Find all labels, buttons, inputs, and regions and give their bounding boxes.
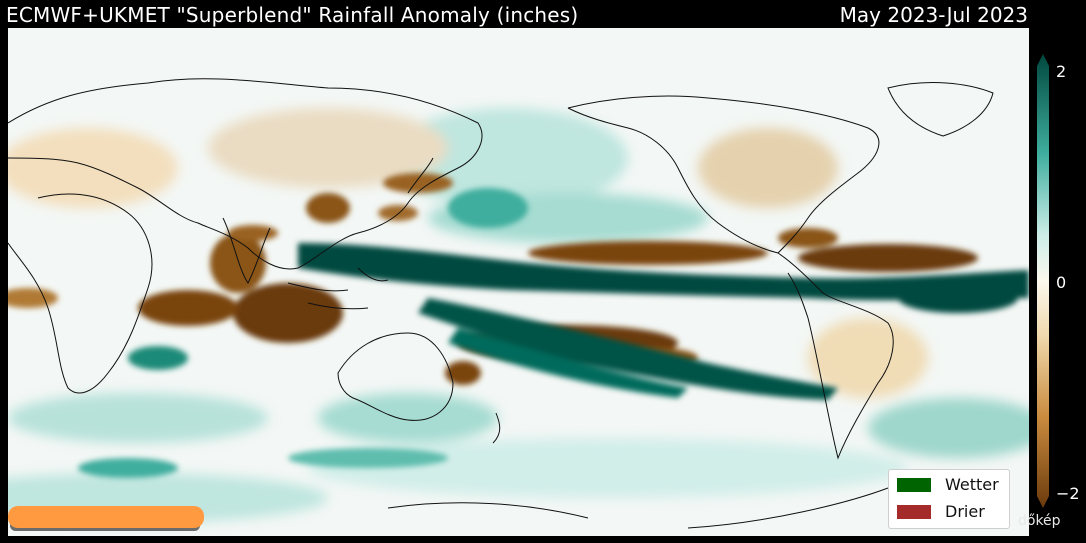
rainfall-anomaly-map [8,28,1029,536]
colorbar-min-label: −2 [1056,484,1080,503]
coastlines [8,78,994,529]
legend-label-wetter: Wetter [945,475,999,494]
colorbar-mid-label: 0 [1056,273,1067,292]
period-label: May 2023-Jul 2023 [839,3,1028,27]
legend-swatch-wetter [897,477,931,492]
legend-item-drier: Drier [897,502,985,521]
legend-swatch-drier [897,504,931,519]
anomaly-field-wet [78,188,1029,478]
colorbar-max-label: 2 [1056,62,1067,81]
legend: Wetter Drier [888,469,1010,529]
legend-label-drier: Drier [945,502,985,521]
colorbar [1037,54,1049,508]
map-canvas [8,28,1029,536]
orange-bar[interactable] [8,506,204,528]
legend-item-wetter: Wetter [897,475,999,494]
map-title: ECMWF+UKMET "Superblend" Rainfall Anomal… [6,3,579,27]
watermark: dőkép [1018,513,1061,529]
